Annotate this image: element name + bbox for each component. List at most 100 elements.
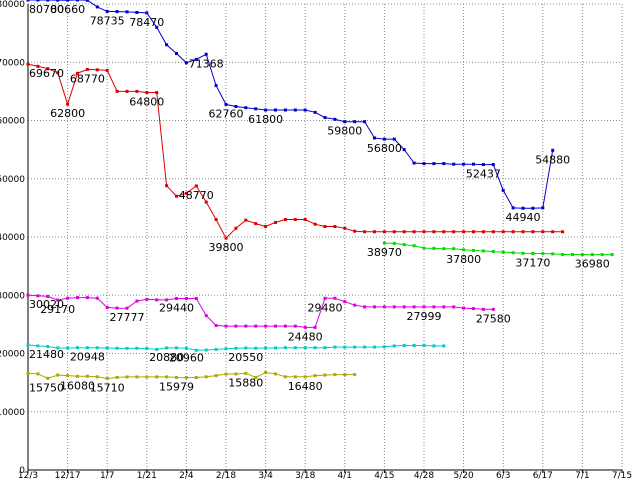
data-point	[274, 220, 277, 224]
data-point	[254, 107, 258, 111]
data-point	[501, 230, 505, 234]
data-label: 20550	[228, 351, 263, 364]
data-point	[76, 346, 79, 350]
data-point	[46, 67, 50, 71]
data-point	[46, 345, 50, 349]
data-point	[125, 89, 129, 93]
data-point	[175, 375, 178, 379]
data-point	[353, 229, 357, 233]
data-point	[432, 230, 436, 234]
data-label: 27999	[407, 310, 442, 323]
data-point	[76, 374, 79, 378]
data-point	[402, 343, 406, 347]
data-point	[353, 120, 357, 124]
data-label: 68770	[70, 72, 105, 85]
data-point	[204, 348, 208, 352]
data-label: 61800	[248, 113, 283, 126]
data-point	[224, 372, 228, 376]
x-tick-label: 1/21	[137, 471, 157, 480]
series-line	[27, 0, 554, 209]
data-point	[313, 110, 317, 114]
data-point	[66, 0, 70, 2]
data-point	[56, 71, 60, 75]
data-point	[313, 374, 317, 378]
data-point	[293, 218, 297, 222]
series-4	[26, 343, 446, 352]
data-point	[66, 102, 70, 106]
data-point	[145, 297, 149, 301]
data-point	[293, 324, 297, 328]
y-tick-label: 80000	[0, 0, 25, 10]
data-point	[135, 10, 139, 14]
data-point	[442, 344, 446, 348]
data-point	[175, 194, 178, 198]
data-point	[303, 218, 307, 222]
data-point	[145, 375, 149, 379]
data-point	[541, 206, 545, 210]
data-label: 78735	[90, 14, 125, 27]
data-point	[145, 91, 149, 95]
data-point	[85, 0, 89, 2]
data-point	[323, 346, 327, 350]
data-point	[204, 52, 208, 56]
data-point	[224, 236, 228, 240]
x-tick-label: 6/17	[533, 471, 553, 480]
data-point	[442, 247, 446, 251]
data-point	[541, 230, 545, 234]
data-point	[402, 243, 406, 247]
data-point	[66, 374, 70, 378]
data-point	[521, 206, 525, 210]
data-label: 69670	[29, 67, 64, 80]
data-point	[95, 68, 99, 72]
data-point	[452, 305, 456, 309]
data-point	[214, 374, 218, 378]
data-point	[422, 305, 426, 309]
data-point	[46, 0, 50, 2]
data-point	[303, 346, 307, 350]
data-point	[491, 163, 495, 167]
data-label: 30020	[29, 298, 64, 311]
data-point	[363, 230, 367, 234]
series-3	[26, 293, 495, 329]
data-point	[26, 0, 30, 2]
series-2	[382, 241, 614, 257]
data-point	[184, 61, 188, 65]
data-point	[600, 253, 604, 257]
data-point	[462, 248, 466, 252]
data-point	[234, 346, 238, 350]
data-point	[194, 297, 198, 301]
data-point	[472, 162, 475, 166]
data-point	[125, 375, 129, 379]
data-label: 62800	[50, 107, 85, 120]
data-point	[442, 162, 446, 166]
data-point	[283, 346, 287, 350]
data-point	[56, 346, 60, 350]
data-point	[105, 9, 109, 13]
data-point	[125, 346, 129, 350]
data-point	[36, 294, 40, 298]
data-point	[115, 346, 119, 350]
data-point	[303, 108, 307, 112]
data-point	[422, 246, 426, 250]
data-point	[155, 91, 159, 95]
data-point	[491, 230, 495, 234]
data-label: 16080	[60, 379, 95, 392]
data-point	[551, 148, 555, 152]
data-point	[234, 372, 238, 376]
data-point	[214, 218, 218, 222]
data-point	[264, 225, 268, 229]
data-point	[76, 0, 79, 2]
data-point	[323, 116, 327, 120]
data-label: 44940	[506, 211, 541, 224]
data-point	[194, 348, 198, 352]
data-point	[85, 374, 89, 378]
data-label: 16480	[288, 380, 323, 393]
data-point	[155, 298, 159, 302]
data-point	[66, 296, 70, 300]
data-point	[56, 373, 60, 377]
y-tick-label: 20000	[0, 350, 25, 360]
data-point	[402, 230, 406, 234]
y-tick-label: 0	[19, 466, 25, 476]
